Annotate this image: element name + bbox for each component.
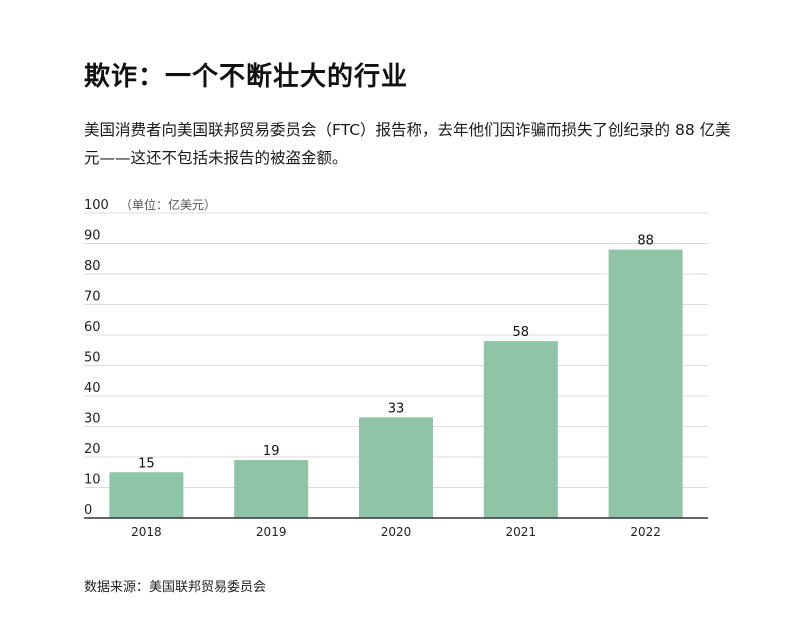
grid-lines [84,212,708,488]
chart-title: 欺诈：一个不断壮大的行业 [84,62,409,92]
bar-2019 [234,460,309,518]
y-tick-label: 90 [84,229,101,244]
bar-2021 [483,341,558,518]
x-axis-categories: 2018 2019 2020 2021 2022 [131,525,661,539]
y-axis-ticks: 0 10 20 30 40 50 60 70 80 90 100 [84,198,109,518]
y-tick-label: 60 [84,320,101,335]
x-tick-label-2020: 2020 [381,525,412,539]
y-tick-label: 0 [84,503,92,518]
unit-label: （单位：亿美元） [120,197,216,212]
y-tick-label: 30 [84,412,101,427]
chart-subtitle: 美国消费者向美国联邦贸易委员会（FTC）报告称，去年他们因诈骗而损失了创纪录的 … [84,121,731,167]
data-label-2021: 58 [513,325,530,340]
bar-2022 [608,249,683,518]
source-note: 数据来源：美国联邦贸易委员会 [84,580,267,595]
x-tick-label-2022: 2022 [630,525,661,539]
data-label-2020: 33 [388,401,405,416]
y-tick-label: 10 [84,473,101,488]
y-tick-label: 20 [84,442,101,457]
data-label-2022: 88 [637,234,654,249]
bar-2020 [359,417,433,518]
y-tick-label: 100 [84,198,109,213]
data-label-2018: 15 [138,456,155,471]
y-tick-label: 50 [84,351,101,366]
data-labels: 15 19 33 58 88 [138,234,654,472]
x-tick-label-2021: 2021 [506,525,537,539]
x-tick-label-2018: 2018 [131,525,162,539]
y-tick-label: 40 [84,381,101,396]
y-tick-label: 80 [84,259,101,274]
bars [109,249,683,518]
data-label-2019: 19 [263,444,280,459]
bar-2018 [109,472,184,518]
y-tick-label: 70 [84,290,101,305]
x-tick-label-2019: 2019 [256,525,287,539]
